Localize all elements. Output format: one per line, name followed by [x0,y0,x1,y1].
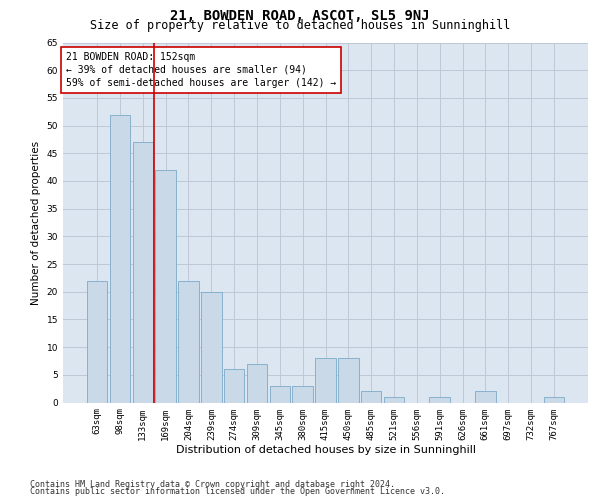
Bar [178,280,199,402]
Text: Size of property relative to detached houses in Sunninghill: Size of property relative to detached ho… [90,19,510,32]
Bar [155,170,176,402]
Bar [361,392,382,402]
Bar [224,370,244,402]
Text: 21 BOWDEN ROAD: 152sqm
← 39% of detached houses are smaller (94)
59% of semi-det: 21 BOWDEN ROAD: 152sqm ← 39% of detached… [65,52,336,88]
Text: 21, BOWDEN ROAD, ASCOT, SL5 9NJ: 21, BOWDEN ROAD, ASCOT, SL5 9NJ [170,9,430,23]
Bar [430,397,450,402]
Bar [384,397,404,402]
Bar [133,142,153,403]
X-axis label: Distribution of detached houses by size in Sunninghill: Distribution of detached houses by size … [176,445,476,455]
Bar [269,386,290,402]
Bar [292,386,313,402]
Bar [201,292,221,403]
Bar [475,392,496,402]
Bar [247,364,267,403]
Y-axis label: Number of detached properties: Number of detached properties [31,140,41,304]
Bar [544,397,564,402]
Bar [315,358,336,403]
Text: Contains public sector information licensed under the Open Government Licence v3: Contains public sector information licen… [30,487,445,496]
Bar [87,280,107,402]
Text: Contains HM Land Registry data © Crown copyright and database right 2024.: Contains HM Land Registry data © Crown c… [30,480,395,489]
Bar [110,114,130,403]
Bar [338,358,359,403]
